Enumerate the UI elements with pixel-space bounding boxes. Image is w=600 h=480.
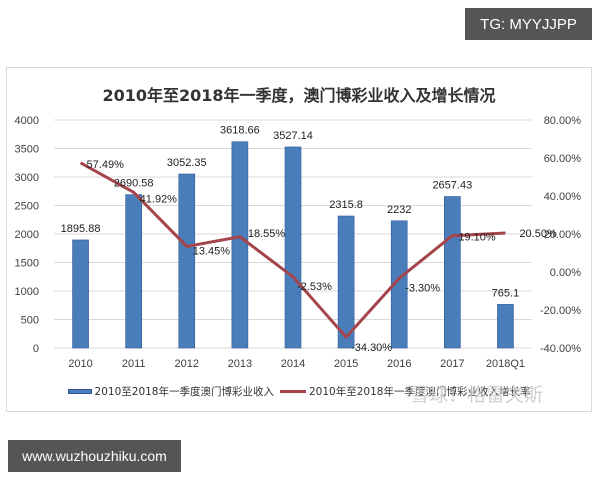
right-axis-tick: -40.00% <box>540 343 581 355</box>
revenue-bar <box>284 146 302 349</box>
revenue-bar <box>337 215 355 349</box>
chart-legend: 2010至2018年一季度澳门博彩业收入 2010年至2018年一季度澳门博彩业… <box>7 384 591 399</box>
bar-data-label: 2315.8 <box>329 199 363 211</box>
x-axis-tick: 2016 <box>387 358 411 370</box>
line-data-label: 57.49% <box>87 159 125 171</box>
bar-data-label: 2690.58 <box>114 178 154 190</box>
line-data-label: 41.92% <box>140 193 178 205</box>
bar-data-label: 3527.14 <box>273 130 313 142</box>
x-axis-tick: 2018Q1 <box>486 358 525 370</box>
left-axis-tick: 3500 <box>15 144 39 156</box>
x-axis-tick: 2015 <box>334 358 358 370</box>
right-axis-tick: 0.00% <box>550 267 581 279</box>
right-axis-tick: 80.00% <box>544 115 582 127</box>
x-axis-tick: 2017 <box>440 358 464 370</box>
chart-title: 2010年至2018年一季度，澳门博彩业收入及增长情况 <box>102 86 496 105</box>
line-data-label: -2.53% <box>297 281 332 293</box>
right-axis-tick: 60.00% <box>544 153 582 165</box>
left-axis-tick: 4000 <box>15 115 39 127</box>
revenue-bar <box>72 239 89 349</box>
tg-badge: TG: MYYJJPP <box>465 8 592 40</box>
bar-data-label: 2657.43 <box>432 180 472 192</box>
legend-bar-swatch <box>67 389 92 394</box>
x-axis-tick: 2014 <box>281 358 305 370</box>
right-axis-tick: -20.00% <box>540 305 581 317</box>
legend-item-growth: 2010年至2018年一季度澳门博彩业收入增长率 <box>280 384 530 399</box>
legend-item-revenue: 2010至2018年一季度澳门博彩业收入 <box>67 384 274 399</box>
legend-label-growth: 2010年至2018年一季度澳门博彩业收入增长率 <box>309 386 531 398</box>
legend-line-swatch <box>280 390 306 393</box>
line-data-label: 13.45% <box>193 245 231 257</box>
revenue-bar <box>125 194 142 349</box>
chart-plot: 0 500 1000 1500 2000 2500 3000 3500 4000 -40.00% -… <box>15 115 582 370</box>
right-axis-tick: 40.00% <box>544 191 582 203</box>
left-axis-tick: 500 <box>21 315 39 327</box>
growth-line <box>79 161 506 339</box>
chart-container: 2010年至2018年一季度，澳门博彩业收入及增长情况 0 500 1000 1500… <box>6 67 592 412</box>
x-axis-tick: 2011 <box>122 358 146 370</box>
revenue-bar <box>390 220 408 349</box>
right-axis-tick: 20.00% <box>544 229 582 241</box>
bar-data-label: 2232 <box>387 204 411 216</box>
left-axis-tick: 2500 <box>15 201 39 213</box>
revenue-bar <box>178 173 196 349</box>
x-axis-tick: 2013 <box>228 358 252 370</box>
line-data-label: 20.50% <box>519 228 557 240</box>
revenue-bar <box>231 141 249 349</box>
bar-data-label: 765.1 <box>492 287 520 299</box>
site-badge: www.wuzhouzhiku.com <box>8 440 181 472</box>
bar-data-label: 3052.35 <box>167 157 207 169</box>
line-data-label: -3.30% <box>405 282 440 294</box>
x-axis-tick: 2010 <box>68 358 92 370</box>
left-axis-tick: 1500 <box>15 258 39 270</box>
line-data-label: -34.30% <box>351 342 392 354</box>
x-axis-tick: 2012 <box>175 358 199 370</box>
watermark: 雪球：格雷夫斯 <box>410 384 544 406</box>
bar-data-label: 1895.88 <box>61 223 101 235</box>
left-axis-tick: 0 <box>33 343 39 355</box>
left-axis-tick: 1000 <box>15 286 39 298</box>
bar-data-label: 3618.66 <box>220 125 260 137</box>
left-axis-tick: 2000 <box>15 229 39 241</box>
revenue-bar <box>444 196 461 349</box>
legend-label-revenue: 2010至2018年一季度澳门博彩业收入 <box>94 386 274 398</box>
revenue-bar <box>497 304 514 349</box>
line-data-label: 19.10% <box>458 232 496 244</box>
line-data-label: 18.55% <box>248 228 286 240</box>
left-axis-tick: 3000 <box>15 172 39 184</box>
